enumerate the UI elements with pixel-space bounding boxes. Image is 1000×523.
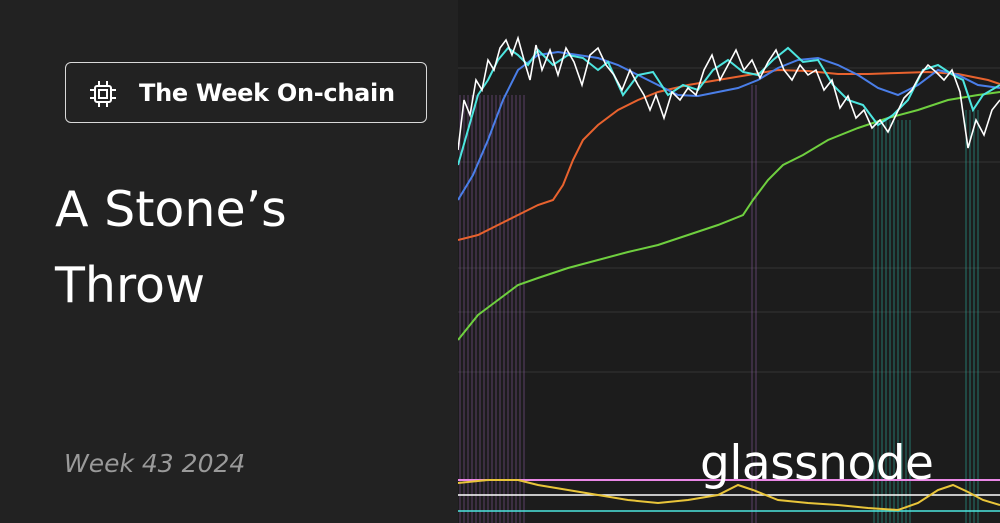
week-label: Week 43 2024 [64, 449, 246, 478]
orange-line [458, 68, 1000, 241]
title-line-2: Throw [55, 257, 206, 314]
badge-label: The Week On-chain [139, 79, 395, 107]
blue-line [458, 50, 1000, 201]
white-line [458, 35, 1000, 151]
cyan-line [458, 46, 1000, 166]
newsletter-badge: The Week On-chain [65, 62, 427, 123]
left-panel: The Week On-chain A Stone’s Throw Week 4… [0, 0, 458, 523]
chart-graphic [458, 35, 1000, 523]
title-line-1: A Stone’s [55, 181, 287, 238]
decorative-chart [458, 0, 1000, 523]
yellow-line [458, 479, 1000, 512]
green-line [458, 91, 1000, 341]
chip-icon [90, 81, 116, 107]
brand-logo: glassnode [700, 436, 934, 491]
teal-band [873, 110, 979, 523]
page-title: A Stone’s Throw [55, 172, 445, 324]
purple-band [459, 85, 757, 523]
